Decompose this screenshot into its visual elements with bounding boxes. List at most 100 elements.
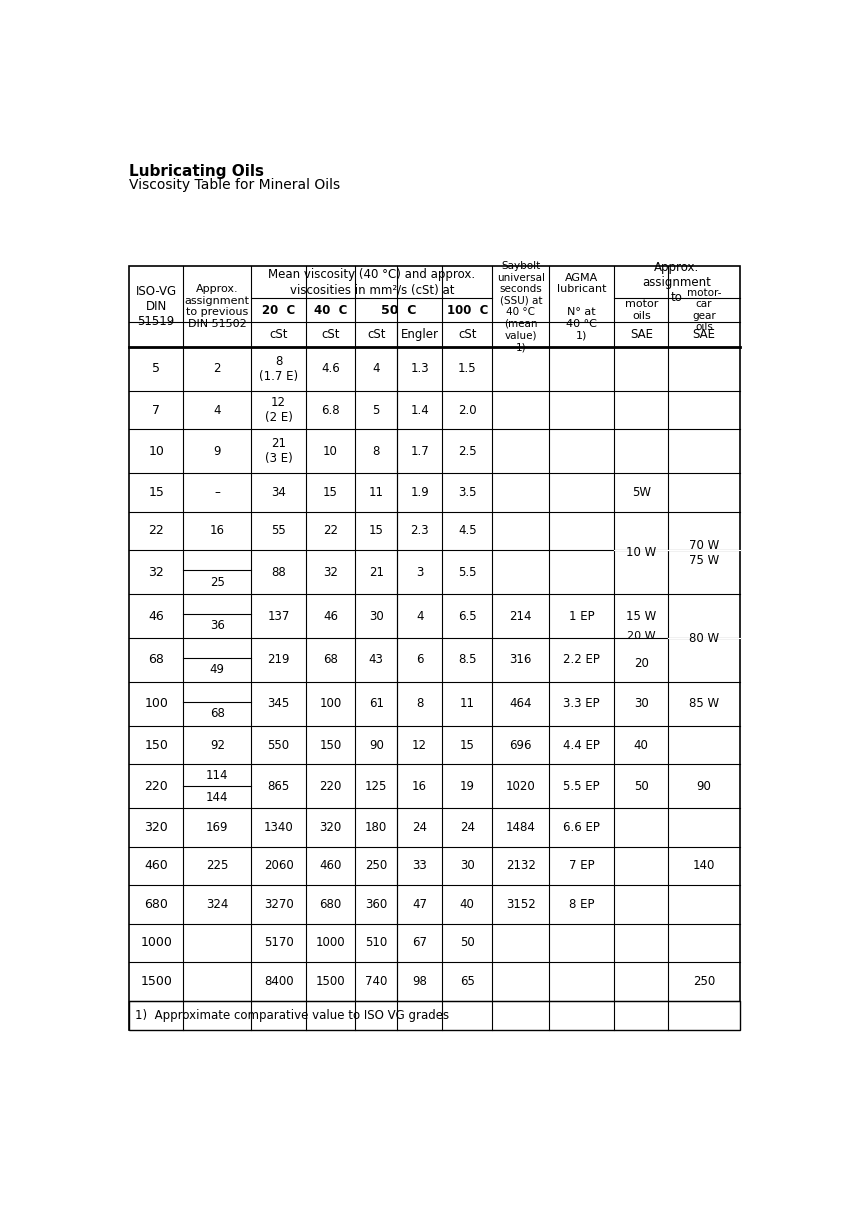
- Text: 8.5: 8.5: [458, 653, 476, 667]
- Text: 10 W: 10 W: [626, 547, 656, 559]
- Text: 15 W: 15 W: [626, 609, 656, 623]
- Text: 50: 50: [634, 780, 649, 793]
- Text: 90: 90: [696, 780, 711, 793]
- Text: 125: 125: [365, 780, 387, 793]
- Text: 1500: 1500: [316, 975, 345, 988]
- Bar: [669, 512, 739, 593]
- Text: 10: 10: [148, 445, 164, 457]
- Text: 21
(3 E): 21 (3 E): [265, 438, 293, 465]
- Text: –: –: [214, 486, 220, 499]
- Text: 2.5: 2.5: [458, 445, 476, 457]
- Text: 90: 90: [369, 739, 384, 752]
- Text: SAE: SAE: [693, 328, 716, 341]
- Bar: [129, 267, 739, 1030]
- Bar: [669, 682, 739, 726]
- Text: 19: 19: [459, 780, 475, 793]
- Text: 1)  Approximate comparative value to ISO VG grades: 1) Approximate comparative value to ISO …: [135, 1009, 449, 1022]
- Text: Mean viscosity (40 °C) and approx.
viscosities in mm²/s (cSt) at: Mean viscosity (40 °C) and approx. visco…: [268, 268, 475, 296]
- Text: motor-
car
gear
oils: motor- car gear oils: [687, 287, 722, 333]
- Text: 20 W: 20 W: [627, 631, 656, 641]
- Text: 67: 67: [412, 937, 427, 949]
- Text: Lubricating Oils: Lubricating Oils: [129, 164, 264, 179]
- Text: 220: 220: [145, 780, 168, 793]
- Text: 10: 10: [323, 445, 338, 457]
- Text: 6.8: 6.8: [321, 404, 340, 417]
- Text: 1 EP: 1 EP: [569, 609, 595, 623]
- Text: 250: 250: [693, 975, 715, 988]
- Text: 4.5: 4.5: [458, 525, 476, 537]
- Text: 6.5: 6.5: [458, 609, 476, 623]
- Text: 219: 219: [267, 653, 290, 667]
- Text: 316: 316: [509, 653, 532, 667]
- Text: 1484: 1484: [506, 821, 536, 834]
- Text: cSt: cSt: [321, 328, 340, 341]
- Text: 40: 40: [634, 739, 649, 752]
- Text: 360: 360: [365, 898, 387, 911]
- Text: 100: 100: [320, 697, 342, 711]
- Text: 2: 2: [213, 362, 221, 375]
- Text: 137: 137: [267, 609, 290, 623]
- Text: 100  C: 100 C: [447, 303, 488, 317]
- Text: Approx.
assignment
to previous
DIN 51502: Approx. assignment to previous DIN 51502: [184, 284, 250, 329]
- Text: 46: 46: [148, 609, 164, 623]
- Text: AGMA
lubricant

N° at
40 °C
1): AGMA lubricant N° at 40 °C 1): [557, 273, 607, 340]
- Text: 225: 225: [206, 860, 228, 872]
- Text: 25: 25: [210, 576, 225, 588]
- Text: 740: 740: [365, 975, 387, 988]
- Text: 1.7: 1.7: [410, 445, 429, 457]
- Text: 24: 24: [459, 821, 475, 834]
- Text: 696: 696: [509, 739, 532, 752]
- Text: 320: 320: [320, 821, 342, 834]
- Text: 47: 47: [412, 898, 427, 911]
- Text: 21: 21: [369, 566, 384, 578]
- Text: 40  C: 40 C: [314, 303, 347, 317]
- Text: 169: 169: [206, 821, 228, 834]
- Text: 1.5: 1.5: [458, 362, 476, 375]
- Text: 32: 32: [323, 566, 338, 578]
- Text: 2.0: 2.0: [458, 404, 476, 417]
- Text: 15: 15: [148, 486, 164, 499]
- Text: 34: 34: [271, 486, 286, 499]
- Text: 22: 22: [148, 525, 164, 537]
- Text: 460: 460: [319, 860, 342, 872]
- Text: 92: 92: [210, 739, 225, 752]
- Text: 40: 40: [460, 898, 475, 911]
- Text: 30: 30: [369, 609, 383, 623]
- Text: 9: 9: [213, 445, 221, 457]
- Text: Approx.
assignment
to: Approx. assignment to: [642, 260, 711, 303]
- Text: 3270: 3270: [264, 898, 294, 911]
- Text: 100: 100: [144, 697, 168, 711]
- Text: 36: 36: [210, 620, 225, 632]
- Text: 8: 8: [416, 697, 423, 711]
- Text: 16: 16: [412, 780, 427, 793]
- Text: 50: 50: [460, 937, 475, 949]
- Text: 70 W
75 W: 70 W 75 W: [689, 539, 719, 567]
- Text: cSt: cSt: [458, 328, 476, 341]
- Text: 20  C: 20 C: [262, 303, 295, 317]
- Text: 214: 214: [509, 609, 532, 623]
- Text: 550: 550: [267, 739, 289, 752]
- Text: 8
(1.7 E): 8 (1.7 E): [259, 355, 298, 383]
- Text: 15: 15: [460, 739, 475, 752]
- Text: 1000: 1000: [316, 937, 345, 949]
- Text: 15: 15: [369, 525, 384, 537]
- Text: 320: 320: [145, 821, 168, 834]
- Text: 4: 4: [213, 404, 221, 417]
- Text: 65: 65: [460, 975, 475, 988]
- Text: 5.5: 5.5: [458, 566, 476, 578]
- Text: 61: 61: [369, 697, 384, 711]
- Text: 5: 5: [372, 404, 380, 417]
- Text: 4: 4: [372, 362, 380, 375]
- Text: 3.3 EP: 3.3 EP: [563, 697, 600, 711]
- Text: 12
(2 E): 12 (2 E): [265, 396, 293, 424]
- Text: Engler: Engler: [401, 328, 438, 341]
- Text: 68: 68: [148, 653, 164, 667]
- Text: 3: 3: [416, 566, 423, 578]
- Text: 4: 4: [416, 609, 423, 623]
- Text: 4.6: 4.6: [321, 362, 340, 375]
- Text: SAE: SAE: [629, 328, 653, 341]
- Text: 1.4: 1.4: [410, 404, 429, 417]
- Text: 85 W: 85 W: [689, 697, 719, 711]
- Text: 140: 140: [693, 860, 715, 872]
- Text: 2132: 2132: [506, 860, 536, 872]
